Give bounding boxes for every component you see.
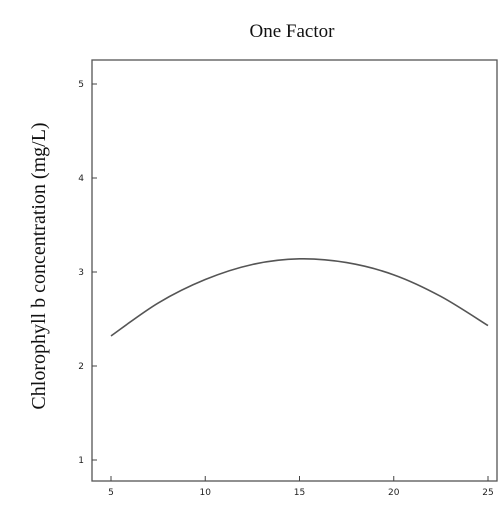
y-axis-label: Chlorophyll b concentration (mg/L) — [28, 122, 50, 409]
y-tick-label: 4 — [78, 174, 84, 184]
x-tick-label: 25 — [482, 488, 493, 498]
plot-frame — [91, 59, 498, 482]
x-tick-label: 20 — [388, 488, 400, 498]
y-tick-label: 5 — [78, 80, 84, 90]
x-tick-label: 15 — [294, 488, 305, 498]
chart-title: One Factor — [250, 21, 336, 42]
x-tick-label: 5 — [108, 488, 114, 498]
y-tick-label: 3 — [78, 268, 84, 278]
y-tick-label: 2 — [78, 362, 84, 372]
x-tick-label: 10 — [200, 488, 212, 498]
y-axis-ticks: 1 2 3 4 5 — [78, 80, 97, 466]
series-line — [110, 258, 489, 337]
x-axis-ticks: 5 10 15 20 25 — [108, 476, 494, 498]
y-tick-label: 1 — [78, 456, 84, 466]
